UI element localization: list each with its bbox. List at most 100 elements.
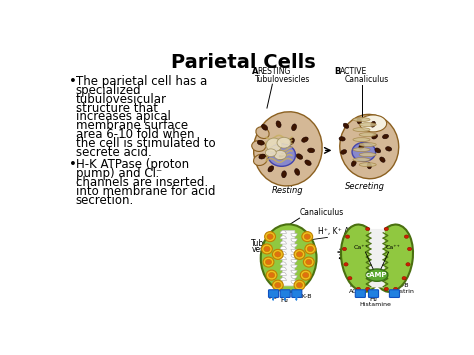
Ellipse shape — [371, 121, 375, 127]
Ellipse shape — [383, 134, 389, 139]
Text: Canaliculus: Canaliculus — [300, 208, 344, 217]
FancyBboxPatch shape — [292, 290, 302, 297]
Ellipse shape — [302, 231, 313, 242]
Text: Tubulo-: Tubulo- — [251, 239, 279, 248]
Ellipse shape — [300, 270, 311, 280]
Ellipse shape — [303, 257, 314, 267]
Ellipse shape — [406, 263, 410, 266]
Wedge shape — [291, 239, 297, 242]
Ellipse shape — [273, 280, 283, 290]
Text: CCK-B: CCK-B — [391, 283, 410, 289]
Wedge shape — [291, 244, 297, 247]
FancyBboxPatch shape — [280, 290, 290, 297]
Ellipse shape — [289, 138, 294, 144]
Ellipse shape — [264, 246, 270, 252]
Ellipse shape — [359, 144, 364, 149]
Ellipse shape — [306, 260, 312, 265]
Ellipse shape — [380, 157, 385, 162]
FancyBboxPatch shape — [283, 230, 295, 286]
Text: Gastrin: Gastrin — [391, 289, 414, 294]
Ellipse shape — [294, 280, 305, 290]
Text: ACTIVE: ACTIVE — [340, 67, 367, 76]
Text: into membrane for acid: into membrane for acid — [75, 185, 215, 198]
Ellipse shape — [357, 118, 361, 124]
Text: CCK-B: CCK-B — [293, 294, 312, 299]
Text: the cell is stimulated to: the cell is stimulated to — [75, 137, 215, 150]
Ellipse shape — [372, 134, 377, 139]
Ellipse shape — [294, 249, 305, 260]
Ellipse shape — [292, 124, 297, 131]
Wedge shape — [280, 246, 286, 249]
Wedge shape — [280, 230, 286, 234]
Ellipse shape — [342, 247, 346, 251]
FancyBboxPatch shape — [268, 290, 279, 297]
Ellipse shape — [276, 121, 281, 127]
Ellipse shape — [308, 148, 315, 153]
Ellipse shape — [365, 227, 370, 231]
Text: membrane surface: membrane surface — [75, 119, 188, 132]
Ellipse shape — [268, 144, 295, 166]
Ellipse shape — [263, 257, 274, 267]
Ellipse shape — [266, 138, 282, 152]
Ellipse shape — [359, 153, 376, 157]
Ellipse shape — [341, 150, 346, 154]
Text: B: B — [334, 67, 341, 76]
Ellipse shape — [296, 283, 302, 288]
Ellipse shape — [254, 112, 322, 186]
Ellipse shape — [268, 166, 273, 172]
Ellipse shape — [365, 287, 370, 291]
Ellipse shape — [393, 287, 398, 291]
Ellipse shape — [353, 148, 370, 152]
Wedge shape — [291, 234, 297, 237]
Ellipse shape — [264, 231, 275, 242]
Text: •: • — [69, 158, 76, 171]
Text: •: • — [69, 75, 76, 88]
Wedge shape — [291, 260, 297, 263]
Ellipse shape — [301, 137, 308, 142]
Text: M₂: M₂ — [269, 294, 278, 300]
Text: The parietal cell has a: The parietal cell has a — [75, 75, 207, 88]
Ellipse shape — [385, 147, 392, 151]
Text: M₃: M₃ — [349, 283, 358, 289]
Ellipse shape — [340, 114, 399, 179]
Ellipse shape — [359, 163, 376, 166]
Ellipse shape — [359, 133, 376, 137]
Text: Histamine: Histamine — [359, 302, 392, 307]
Ellipse shape — [367, 163, 372, 169]
Wedge shape — [291, 255, 297, 258]
Wedge shape — [280, 272, 286, 275]
Wedge shape — [291, 275, 297, 279]
Text: H-K ATPase (proton: H-K ATPase (proton — [75, 158, 189, 171]
Ellipse shape — [359, 143, 376, 147]
FancyBboxPatch shape — [368, 290, 379, 297]
Text: Resting: Resting — [272, 186, 304, 195]
Text: Ca⁺⁺: Ca⁺⁺ — [385, 245, 400, 250]
Ellipse shape — [384, 227, 388, 231]
Ellipse shape — [279, 153, 284, 160]
FancyBboxPatch shape — [369, 229, 385, 288]
Text: increases apical: increases apical — [75, 110, 170, 123]
Wedge shape — [291, 249, 297, 252]
Text: channels are inserted: channels are inserted — [75, 176, 204, 189]
Text: pump) and Cl⁻: pump) and Cl⁻ — [75, 167, 162, 180]
Wedge shape — [280, 257, 286, 260]
Ellipse shape — [351, 160, 356, 166]
Ellipse shape — [353, 118, 370, 121]
Text: cAMP: cAMP — [366, 272, 388, 278]
Text: RESTING: RESTING — [258, 67, 291, 76]
Ellipse shape — [305, 160, 311, 165]
Ellipse shape — [384, 287, 388, 291]
Ellipse shape — [353, 158, 370, 162]
Ellipse shape — [296, 154, 303, 159]
Ellipse shape — [408, 247, 412, 251]
Text: specialized: specialized — [75, 84, 141, 97]
Text: Tubulovesicles: Tubulovesicles — [255, 75, 310, 84]
Text: H⁺, K⁺ ATPase: H⁺, K⁺ ATPase — [318, 226, 371, 236]
Text: structure that: structure that — [75, 102, 157, 115]
Ellipse shape — [341, 224, 382, 292]
Text: Secreting: Secreting — [346, 182, 385, 191]
Text: A: A — [252, 67, 259, 76]
Ellipse shape — [372, 224, 413, 292]
Ellipse shape — [359, 123, 376, 126]
Ellipse shape — [265, 149, 276, 157]
